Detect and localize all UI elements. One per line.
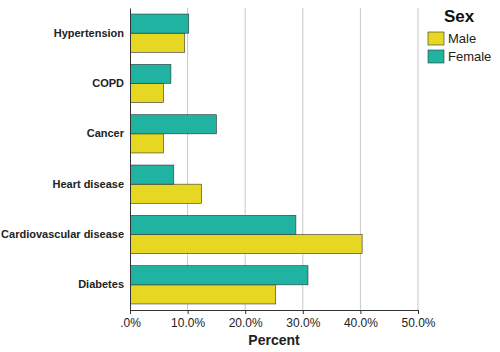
tick: COPD — [92, 77, 124, 89]
bar — [130, 14, 189, 33]
tick: Heart disease — [52, 178, 124, 190]
tick: Cancer — [87, 127, 125, 139]
tick: 30.0% — [286, 310, 320, 330]
axis-line — [130, 9, 131, 311]
x-axis: .0% 10.0% 20.0% 30.0% 40.0% 50.0% — [120, 310, 436, 330]
y-axis: Hypertension COPD Cancer Heart disease Cardi… — [1, 9, 130, 311]
grid — [188, 8, 418, 310]
bar — [130, 33, 185, 52]
tick: Cardiovascular disease — [1, 228, 124, 240]
category-label: COPD — [92, 77, 124, 89]
category-label: Hypertension — [54, 27, 125, 39]
bar — [130, 285, 276, 304]
bar — [130, 235, 362, 254]
plot-area: .0% 10.0% 20.0% 30.0% 40.0% 50.0% Hypertension… — [1, 8, 436, 330]
bar — [130, 84, 163, 103]
tick: Hypertension — [54, 27, 125, 39]
legend-entry: Male — [428, 31, 476, 46]
category-label: Cardiovascular disease — [1, 228, 124, 240]
legend-entry: Female — [428, 49, 491, 64]
bar — [130, 115, 216, 134]
grid-line — [187, 8, 188, 310]
tick: 40.0% — [344, 310, 378, 330]
grid-line — [418, 8, 419, 310]
tick-label: 20.0% — [229, 316, 263, 330]
tick: 10.0% — [171, 310, 205, 330]
grid-line — [245, 8, 246, 310]
tick-label: .0% — [120, 316, 141, 330]
tick-mark — [418, 310, 419, 314]
legend-swatch — [428, 32, 444, 45]
bars — [130, 14, 362, 304]
legend-label: Male — [448, 31, 476, 46]
chart: .0% 10.0% 20.0% 30.0% 40.0% 50.0% Hypertension… — [0, 0, 500, 352]
axis-title: Percent — [248, 332, 300, 348]
axis-line — [131, 311, 419, 315]
legend: Sex Male Female — [428, 7, 491, 64]
category-label: Cancer — [87, 127, 125, 139]
legend-title: Sex — [444, 7, 475, 26]
bar — [130, 134, 163, 153]
grid-line — [360, 8, 361, 310]
bar — [130, 266, 308, 285]
tick: .0% — [120, 310, 141, 330]
tick-mark — [360, 310, 361, 314]
tick: Diabetes — [78, 278, 124, 290]
tick-label: 50.0% — [401, 316, 435, 330]
tick-mark — [245, 310, 246, 314]
tick: 20.0% — [229, 310, 263, 330]
tick-mark — [188, 310, 189, 314]
bar — [130, 184, 201, 203]
tick-mark — [130, 310, 131, 314]
bar — [130, 165, 174, 184]
grid-line — [302, 8, 303, 310]
bar — [130, 215, 296, 234]
legend-swatch — [428, 50, 444, 63]
tick-label: 10.0% — [171, 316, 205, 330]
bar — [130, 64, 171, 83]
tick-mark — [303, 310, 304, 314]
category-label: Diabetes — [78, 278, 124, 290]
tick-label: 30.0% — [286, 316, 320, 330]
tick-label: 40.0% — [344, 316, 378, 330]
category-label: Heart disease — [52, 178, 124, 190]
tick: 50.0% — [401, 310, 435, 330]
legend-label: Female — [448, 49, 491, 64]
